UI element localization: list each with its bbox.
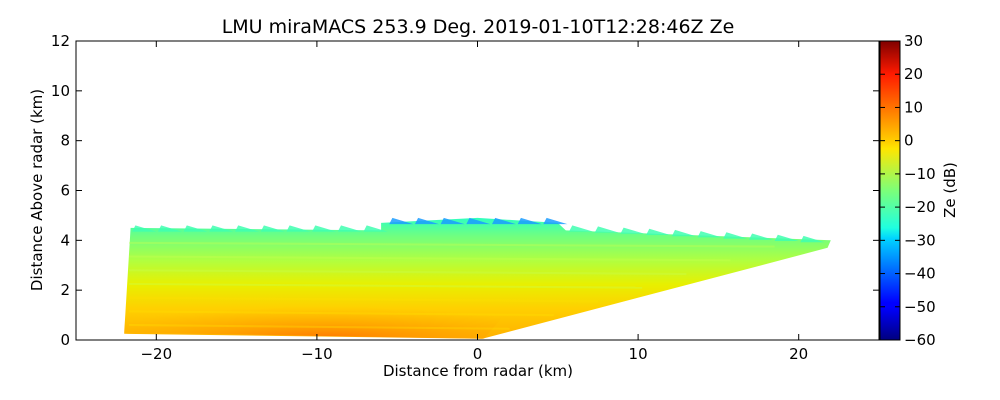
- echo-streak: [128, 324, 510, 330]
- echo-top-tooth: [723, 232, 748, 239]
- echo-top-tooth: [620, 227, 645, 234]
- x-tick-label: 10: [629, 345, 648, 363]
- y-tick-label: 8: [60, 132, 70, 150]
- echo-streak: [128, 296, 598, 303]
- echo-top-tooth: [363, 225, 388, 232]
- echo-top-tooth: [646, 228, 671, 235]
- echo-top-tooth: [748, 233, 773, 240]
- echo-top-tooth: [774, 234, 799, 241]
- echo-top-tooth: [260, 225, 285, 232]
- colorbar-tick-label: 20: [904, 65, 923, 83]
- echo-streak: [128, 269, 687, 275]
- x-axis-ticks: −20 −10 0 10 20: [140, 41, 808, 363]
- y-tick-label: 12: [51, 32, 70, 50]
- y-axis-ticks: 0 2 4 6 8 10 12: [51, 32, 879, 349]
- echo-top-tooth: [389, 217, 414, 225]
- echo-top-tooth: [209, 225, 234, 232]
- echo-top-tooth: [414, 217, 439, 225]
- colorbar-tick-label: 10: [904, 98, 923, 116]
- colorbar-tick-label: −40: [904, 265, 936, 283]
- colorbar-ticks: 30 20 10 0 −10 −20 −30 −40 −50 −60: [880, 32, 936, 349]
- colorbar-tick-label: −50: [904, 298, 936, 316]
- y-tick-label: 0: [60, 331, 70, 349]
- colorbar-label: Ze (dB): [941, 162, 959, 218]
- x-axis-label: Distance from radar (km): [383, 362, 573, 380]
- echo-top-tooth: [440, 217, 465, 225]
- y-tick-label: 6: [60, 182, 70, 200]
- echo-streak: [128, 241, 775, 248]
- echo-top-tooth: [466, 217, 491, 225]
- y-axis-label: Distance Above radar (km): [28, 89, 46, 291]
- y-tick-label: 2: [60, 281, 70, 299]
- colorbar-tick-label: 30: [904, 32, 923, 50]
- colorbar-tick-label: −10: [904, 165, 936, 183]
- echo-top-tooth: [132, 225, 157, 232]
- echo-top-tooth: [697, 231, 722, 238]
- echo-streaks: [128, 241, 775, 330]
- x-tick-label: −10: [301, 345, 333, 363]
- echo-top-tooth: [492, 217, 516, 225]
- echo-top-tooth: [286, 225, 311, 232]
- echo-top-tooth: [337, 225, 362, 232]
- y-tick-label: 4: [60, 231, 70, 249]
- echo-top-tooth: [569, 225, 594, 232]
- echo-top-fringe: [132, 217, 825, 243]
- colorbar-tick-label: −30: [904, 231, 936, 249]
- echo-top-tooth: [312, 225, 337, 232]
- echo-top-tooth: [543, 217, 568, 225]
- echo-top-tooth: [594, 226, 619, 233]
- echo-top-tooth: [800, 235, 825, 243]
- echo-top-tooth: [183, 225, 208, 232]
- colorbar: [879, 40, 901, 341]
- echo-streak: [128, 255, 731, 262]
- radar-echo: [124, 217, 831, 339]
- colorbar-tick-label: 0: [904, 132, 914, 150]
- echo-top-tooth: [517, 217, 542, 225]
- echo-core: [124, 285, 526, 339]
- x-tick-label: 20: [789, 345, 808, 363]
- echo-top-tooth: [157, 225, 182, 232]
- chart-title: LMU miraMACS 253.9 Deg. 2019-01-10T12:28…: [222, 16, 735, 38]
- colorbar-tick-label: −60: [904, 331, 936, 349]
- x-tick-label: −20: [140, 345, 172, 363]
- echo-streak: [128, 282, 643, 289]
- echo-streak: [128, 310, 554, 317]
- echo-top-tooth: [671, 229, 696, 237]
- y-tick-label: 10: [51, 82, 70, 100]
- echo-top-tooth: [235, 225, 260, 232]
- x-tick-label: 0: [473, 345, 483, 363]
- colorbar-tick-label: −20: [904, 198, 936, 216]
